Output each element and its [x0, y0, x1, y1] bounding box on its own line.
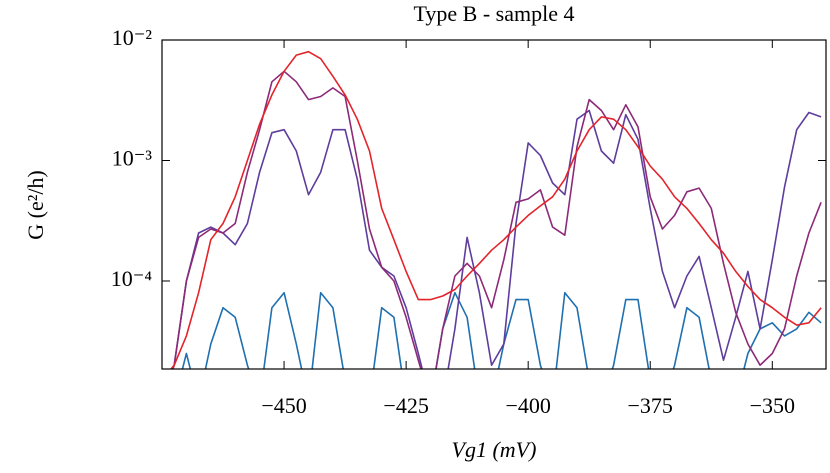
y-tick-label: 10⁻²: [112, 25, 153, 50]
x-axis-label: Vg1 (mV): [452, 437, 537, 462]
x-tick-label: −375: [628, 393, 673, 418]
plot-frame: [161, 39, 827, 370]
series-line: [181, 291, 822, 369]
plot-area: [170, 50, 822, 369]
x-tick-label: −425: [383, 393, 428, 418]
y-axis-label: G (e²/h): [23, 170, 48, 240]
chart-title: Type B - sample 4: [414, 1, 575, 26]
x-tick-label: −350: [750, 393, 795, 418]
x-tick-label: −450: [261, 393, 306, 418]
series-line: [170, 109, 822, 369]
y-tick-label: 10⁻³: [112, 146, 153, 171]
y-tick-label: 10⁻⁴: [111, 266, 153, 291]
series-line: [172, 70, 822, 369]
x-tick-label: −400: [505, 393, 550, 418]
series-line: [170, 50, 822, 369]
